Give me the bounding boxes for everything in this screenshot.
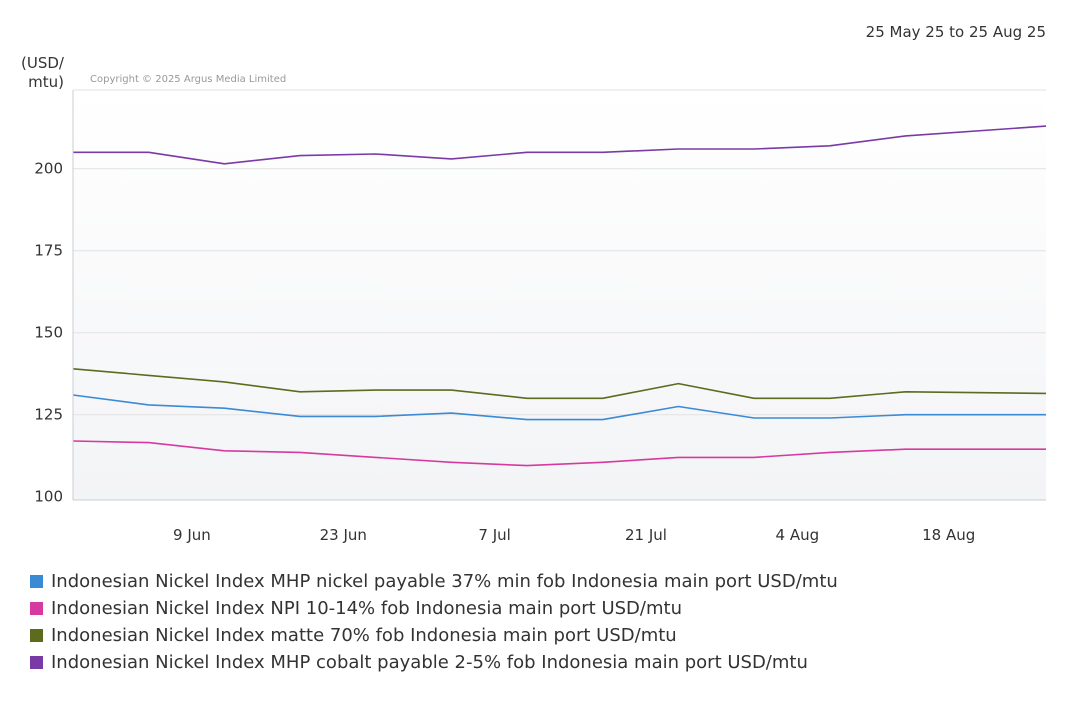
legend-swatch-mhp-cobalt	[30, 656, 43, 669]
legend-swatch-matte	[30, 629, 43, 642]
legend-label-mhp-nickel: Indonesian Nickel Index MHP nickel payab…	[51, 571, 838, 592]
legend-swatch-mhp-nickel	[30, 575, 43, 588]
x-tick-label-7-jul: 7 Jul	[478, 526, 510, 544]
axes: 100 125 150 175 200 9 Jun 23 Jun 7 Jul 21 Jul 4 A…	[34, 89, 1046, 544]
x-tick-label-18-aug: 18 Aug	[922, 526, 975, 544]
series-line-mhp-cobalt[interactable]	[73, 125, 1047, 165]
legend-label-mhp-cobalt: Indonesian Nickel Index MHP cobalt payab…	[51, 652, 808, 673]
series-lines	[72, 125, 1047, 467]
date-range-label: 25 May 25 to 25 Aug 25	[866, 23, 1046, 41]
legend-item-matte[interactable]: Indonesian Nickel Index matte 70% fob In…	[30, 622, 838, 649]
plot-area	[73, 90, 1046, 500]
y-axis-label-line-2: mtu)	[28, 73, 64, 91]
legend-swatch-npi	[30, 602, 43, 615]
legend-item-mhp-cobalt[interactable]: Indonesian Nickel Index MHP cobalt payab…	[30, 649, 838, 676]
legend-item-mhp-nickel[interactable]: Indonesian Nickel Index MHP nickel payab…	[30, 568, 838, 595]
y-axis-label-line-1: (USD/	[21, 54, 65, 72]
y-tick-label-175: 175	[34, 242, 63, 260]
x-tick-label-4-aug: 4 Aug	[776, 526, 820, 544]
legend-label-matte: Indonesian Nickel Index matte 70% fob In…	[51, 625, 677, 646]
legend-label-npi: Indonesian Nickel Index NPI 10-14% fob I…	[51, 598, 682, 619]
chart-legend: Indonesian Nickel Index MHP nickel payab…	[30, 568, 838, 676]
legend-item-npi[interactable]: Indonesian Nickel Index NPI 10-14% fob I…	[30, 595, 838, 622]
series-line-npi[interactable]	[72, 440, 1046, 467]
y-tick-label-150: 150	[34, 324, 63, 342]
series-line-mhp-nickel[interactable]	[72, 394, 1046, 421]
y-tick-label-200: 200	[34, 160, 63, 178]
x-tick-label-23-jun: 23 Jun	[320, 526, 367, 544]
copyright-notice: Copyright © 2025 Argus Media Limited	[90, 74, 286, 85]
y-tick-label-100: 100	[34, 488, 63, 506]
x-tick-label-21-jul: 21 Jul	[625, 526, 667, 544]
y-tick-label-125: 125	[34, 406, 63, 424]
x-tick-label-9-jun: 9 Jun	[173, 526, 211, 544]
grid-lines	[73, 168, 1046, 416]
series-line-matte[interactable]	[72, 368, 1047, 400]
